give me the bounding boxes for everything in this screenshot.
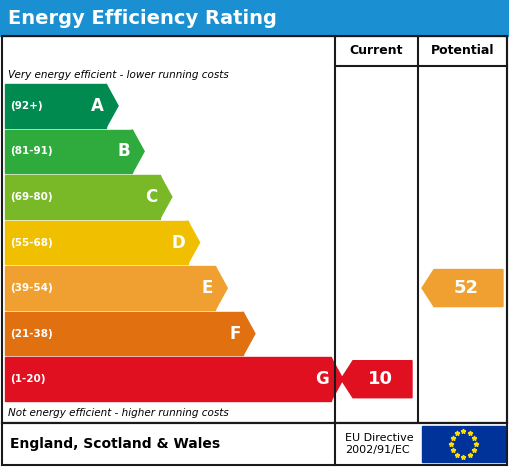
Text: (69-80): (69-80): [10, 192, 52, 202]
Bar: [2, 36, 507, 423]
Bar: [5, 221, 187, 264]
Text: England, Scotland & Wales: England, Scotland & Wales: [10, 437, 220, 451]
Text: F: F: [230, 325, 241, 343]
Polygon shape: [132, 129, 144, 173]
Text: (1-20): (1-20): [10, 374, 45, 384]
Polygon shape: [106, 84, 118, 127]
Polygon shape: [331, 357, 343, 401]
Text: B: B: [118, 142, 130, 160]
Text: Not energy efficient - higher running costs: Not energy efficient - higher running co…: [8, 408, 229, 418]
Text: Energy Efficiency Rating: Energy Efficiency Rating: [8, 8, 277, 28]
Text: E: E: [202, 279, 213, 297]
Text: EU Directive: EU Directive: [345, 433, 414, 443]
Polygon shape: [422, 269, 503, 307]
Text: (39-54): (39-54): [10, 283, 53, 293]
Bar: [2, 423, 507, 465]
Text: C: C: [146, 188, 158, 206]
Polygon shape: [243, 312, 255, 355]
Text: (21-38): (21-38): [10, 329, 53, 339]
Text: Very energy efficient - lower running costs: Very energy efficient - lower running co…: [8, 70, 229, 80]
Polygon shape: [187, 221, 200, 264]
Polygon shape: [341, 361, 412, 398]
Bar: [5, 129, 132, 173]
Polygon shape: [215, 266, 228, 310]
Text: Current: Current: [350, 44, 403, 57]
Text: Potential: Potential: [431, 44, 494, 57]
Text: (92+): (92+): [10, 101, 43, 111]
Text: D: D: [172, 234, 186, 252]
Polygon shape: [160, 175, 172, 219]
Bar: [5, 312, 243, 355]
Bar: [5, 357, 331, 401]
Text: G: G: [315, 370, 329, 388]
Text: 2002/91/EC: 2002/91/EC: [345, 445, 410, 455]
Bar: [5, 266, 215, 310]
Text: (81-91): (81-91): [10, 146, 52, 156]
Bar: [5, 84, 106, 127]
Bar: [5, 175, 160, 219]
Text: A: A: [91, 97, 104, 115]
Bar: [0, 0, 509, 36]
Bar: [422, 426, 505, 462]
Text: 52: 52: [454, 279, 479, 297]
Text: 10: 10: [368, 370, 393, 388]
Text: (55-68): (55-68): [10, 238, 53, 248]
